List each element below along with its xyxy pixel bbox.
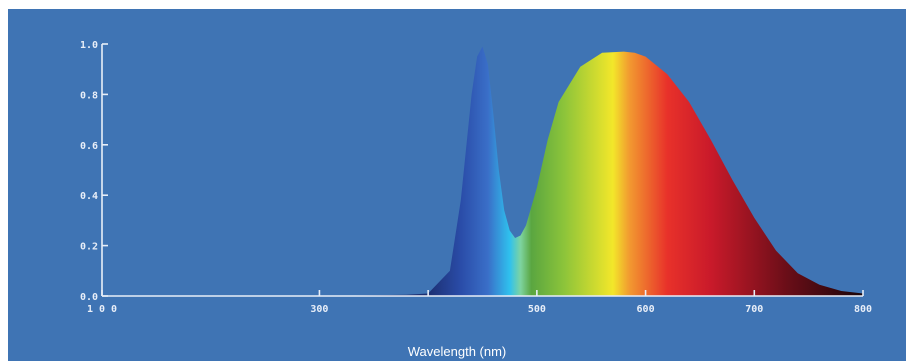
axes: 0.0 0.2 0.4 0.6 0.8 1.0 1 0 0 300 500 600 700 800 (80, 40, 872, 315)
x-axis-label: Wavelength (nm) (408, 344, 507, 359)
spectrum-chart-panel: 0.0 0.2 0.4 0.6 0.8 1.0 1 0 0 300 500 600 700 800 W… (8, 9, 906, 361)
y-tick-label: 0.8 (80, 90, 98, 101)
x-tick-label: 700 (745, 304, 763, 315)
spectrum-area (102, 46, 863, 296)
plot-area (102, 46, 863, 296)
x-tick-label: 1 0 0 (87, 304, 117, 315)
y-tick-label: 0.0 (80, 292, 98, 303)
x-tick-label: 500 (528, 304, 546, 315)
y-tick-label: 0.4 (80, 191, 98, 202)
x-tick-label: 300 (310, 304, 328, 315)
y-tick-label: 0.6 (80, 141, 98, 152)
spectrum-chart: 0.0 0.2 0.4 0.6 0.8 1.0 1 0 0 300 500 600 700 800 W… (80, 40, 872, 359)
x-tick-label: 800 (854, 304, 872, 315)
y-tick-label: 0.2 (80, 242, 98, 253)
x-tick-label: 600 (637, 304, 655, 315)
y-tick-label: 1.0 (80, 40, 98, 51)
